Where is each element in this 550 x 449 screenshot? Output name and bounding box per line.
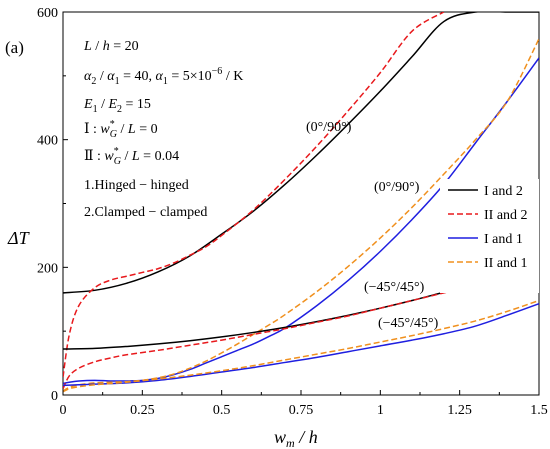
annotation-line-5: Ⅱ : w* G / L = 0.04 (84, 146, 179, 167)
series-line-i-and-1-0-90 (63, 57, 539, 385)
annotation-line-1: L / h = 20 (83, 39, 139, 54)
annotation-line-3: E1 / E2 = 15 (83, 97, 151, 115)
y-tick-label: 0 (51, 389, 58, 404)
curve-label-neg45-45-lower: (−45°/45°) (378, 316, 439, 331)
x-tick-label: 1.25 (447, 403, 472, 418)
x-axis-ticks: 0 0.25 0.5 0.75 1 1.25 1.5 (60, 390, 548, 418)
curve-label-0-90-upper: (0°/90°) (306, 120, 352, 135)
legend: I and 2 II and 2 I and 1 II and 1 (440, 179, 539, 293)
y-axis-ticks: 0 200 400 600 (37, 6, 68, 404)
legend-label: II and 2 (484, 208, 528, 223)
x-tick-label: 0.25 (130, 403, 155, 418)
y-axis-label: ΔT (7, 228, 31, 248)
series-line-i-and-2-0-90 (63, 12, 539, 294)
series-line-ii-and-1-0-90 (63, 38, 539, 392)
y-tick-label: 200 (37, 261, 58, 276)
series-line-ii-and-2-0-90 (63, 12, 445, 378)
series-line-i-and-1-neg45-45 (63, 303, 539, 387)
legend-label: II and 1 (484, 256, 528, 271)
legend-box (440, 179, 539, 293)
annotation-line-4: Ⅰ : w* G / L = 0 (84, 119, 158, 140)
curve-label-0-90-lower: (0°/90°) (374, 180, 420, 195)
panel-label: (a) (5, 38, 24, 57)
y-tick-label: 600 (37, 6, 58, 21)
annotation-line-2: α2 / α1 = 40, α1 = 5×10−6 / K (84, 66, 243, 87)
annotation-line-6: 1.Hinged − hinged (84, 178, 189, 193)
x-tick-label: 1 (377, 403, 384, 418)
y-tick-label: 400 (37, 134, 58, 149)
annotation-line-7: 2.Clamped − clamped (84, 205, 207, 220)
series-line-ii-and-1-neg45-45 (63, 299, 539, 393)
x-tick-label: 0.5 (213, 403, 231, 418)
legend-label: I and 2 (484, 184, 523, 199)
legend-label: I and 1 (484, 232, 523, 247)
x-tick-label: 1.5 (530, 403, 548, 418)
x-tick-label: 0 (60, 403, 67, 418)
parameter-annotations: L / h = 20 α2 / α1 = 40, α1 = 5×10−6 / K… (83, 39, 243, 220)
x-axis-label: wm / h (274, 427, 318, 449)
x-tick-label: 0.75 (289, 403, 314, 418)
curve-label-neg45-45-upper: (−45°/45°) (364, 280, 425, 295)
